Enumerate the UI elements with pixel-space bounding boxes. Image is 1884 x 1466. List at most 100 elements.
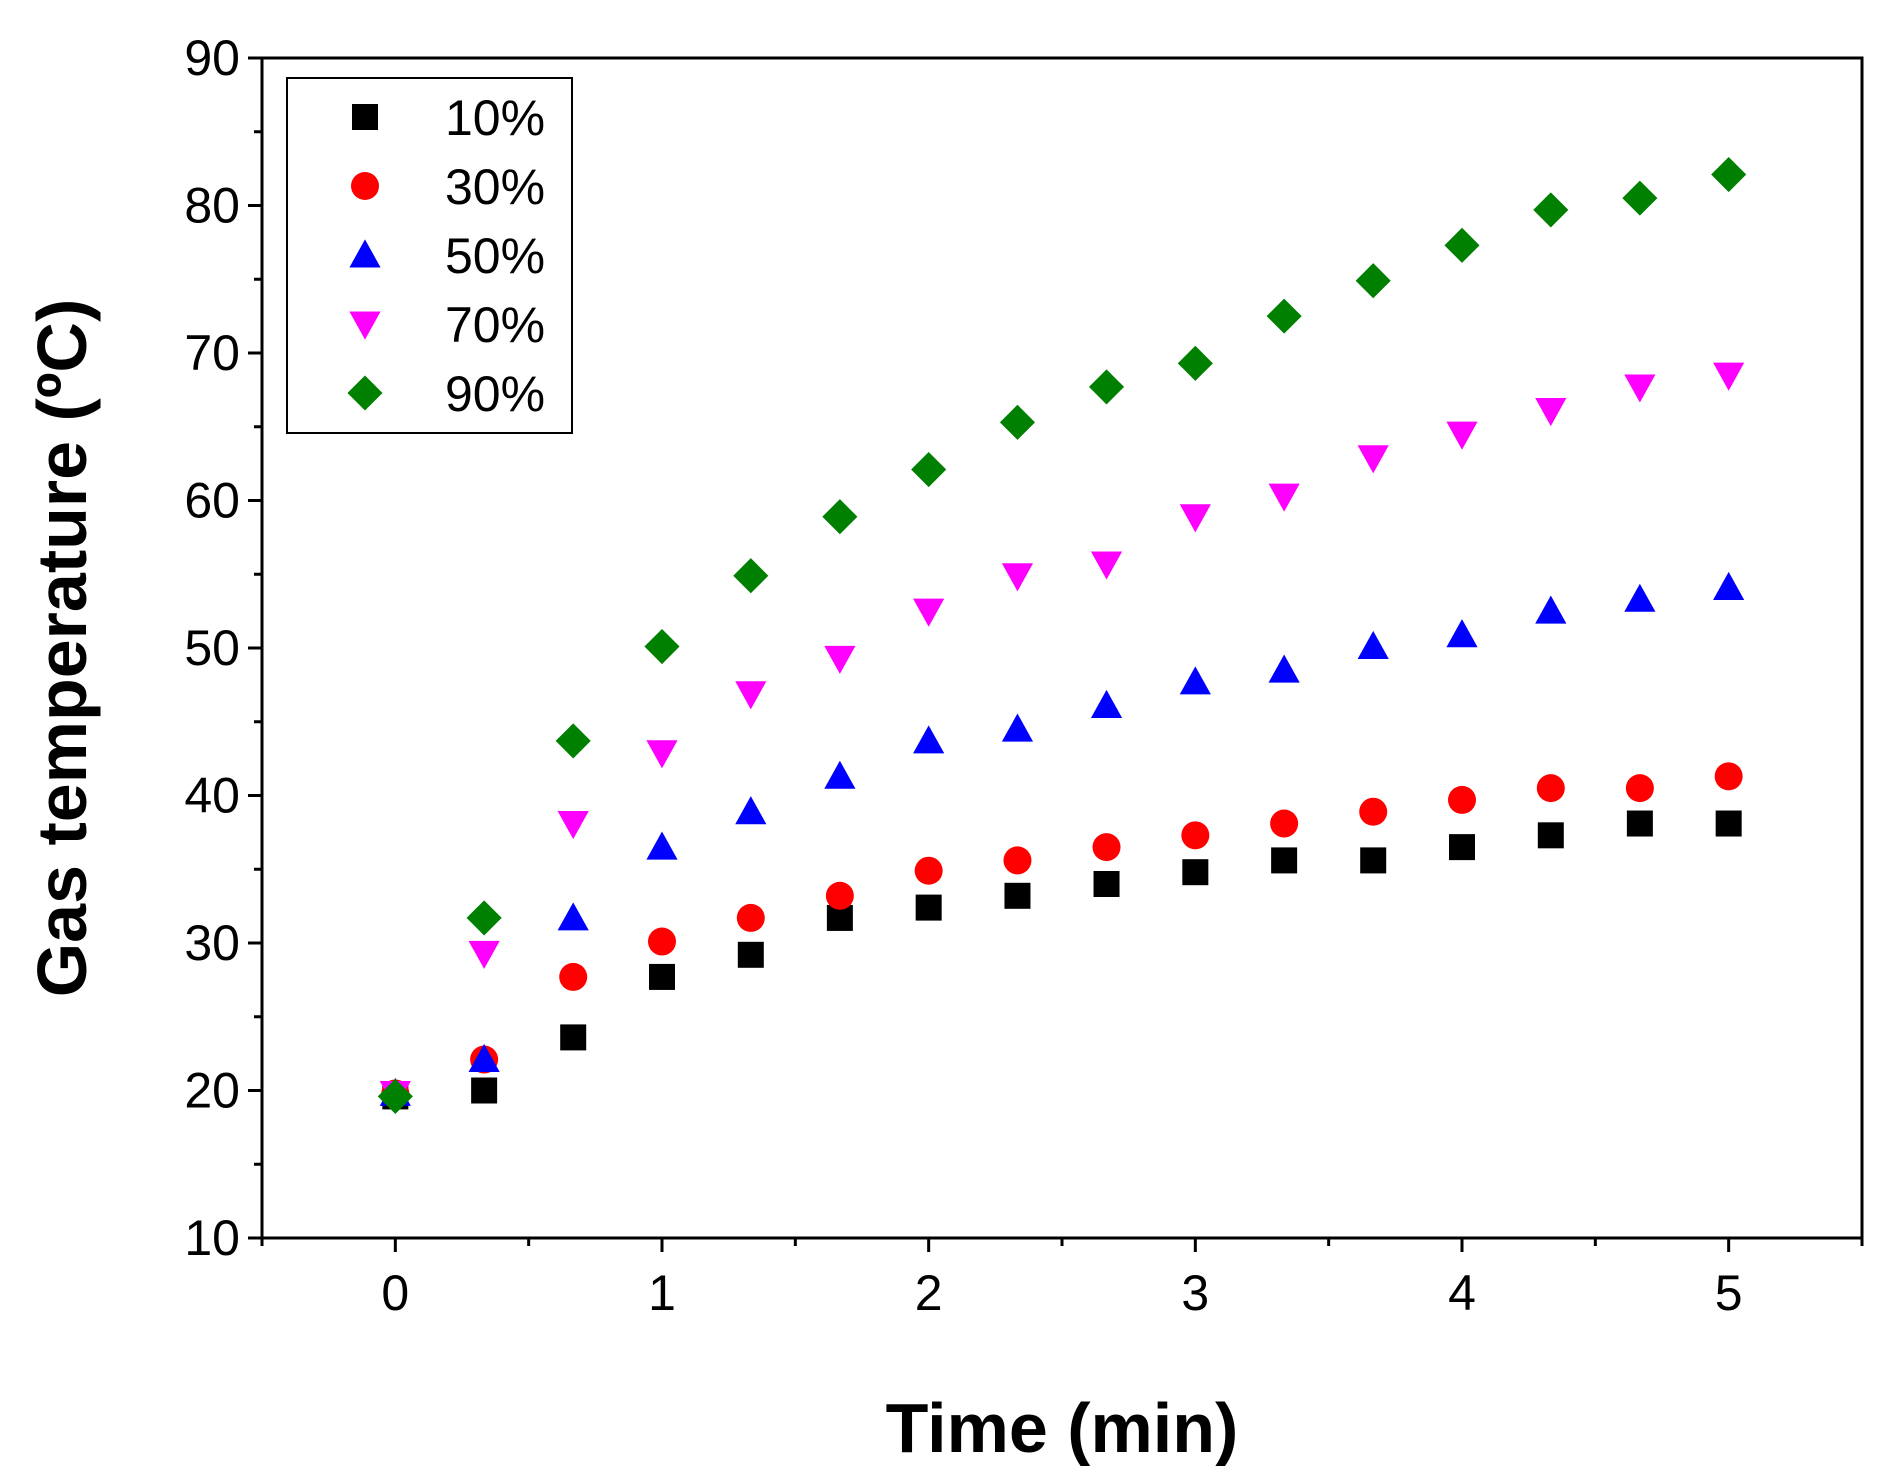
data-point [1714, 762, 1743, 791]
data-point [824, 760, 856, 789]
legend-marker [351, 172, 379, 200]
data-point [1181, 821, 1210, 850]
x-axis-title: Time (min) [886, 1389, 1239, 1466]
data-point [1271, 847, 1298, 874]
data-point [1357, 630, 1389, 660]
data-point [559, 962, 588, 991]
y-axis: 10 20 30 40 50 60 70 80 90 [184, 30, 262, 1266]
data-point [648, 927, 676, 956]
legend-label: 30% [445, 159, 545, 215]
data-point [913, 598, 945, 627]
series-90pct [377, 156, 1747, 1114]
data-point [733, 558, 769, 594]
data-point [1533, 192, 1569, 228]
y-tick-label: 10 [184, 1210, 240, 1266]
data-point [644, 628, 680, 665]
data-point [1711, 156, 1747, 193]
data-point [735, 796, 767, 825]
data-point [471, 1077, 498, 1104]
data-point [1001, 713, 1034, 742]
legend-box [286, 77, 573, 434]
data-point [735, 681, 767, 710]
legend-marker [347, 375, 383, 411]
x-tick-label: 0 [381, 1265, 409, 1321]
data-point [649, 963, 675, 990]
legend-label: 10% [445, 90, 545, 146]
y-tick-label: 60 [184, 473, 240, 529]
data-point [1003, 846, 1032, 875]
data-point [1715, 810, 1742, 837]
y-tick-label: 50 [184, 620, 240, 676]
data-point [1449, 834, 1475, 861]
data-point [1535, 595, 1567, 624]
data-point [1268, 654, 1300, 683]
data-point [1713, 571, 1745, 601]
data-point [1446, 619, 1478, 648]
data-point [468, 940, 500, 969]
data-point [1360, 847, 1387, 874]
data-point [1626, 810, 1653, 837]
x-tick-label: 1 [648, 1265, 676, 1321]
legend-label: 70% [445, 297, 545, 353]
data-point [737, 941, 764, 968]
x-tick-label: 5 [1715, 1265, 1743, 1321]
y-tick-label: 70 [184, 325, 240, 381]
legend-marker [349, 239, 381, 268]
data-point [1090, 689, 1123, 719]
data-point [1536, 774, 1565, 803]
data-point [1093, 871, 1120, 897]
data-point [646, 831, 678, 860]
data-point [1357, 445, 1389, 474]
x-tick-label: 3 [1181, 1265, 1209, 1321]
data-point [1625, 774, 1654, 803]
legend-label: 90% [445, 366, 545, 422]
data-point [1182, 859, 1209, 886]
data-point [1622, 180, 1658, 216]
data-point [1268, 483, 1300, 512]
data-point [1537, 822, 1564, 849]
data-point [1090, 551, 1123, 580]
data-point [1001, 563, 1034, 592]
series-70pct [379, 362, 1745, 1110]
x-tick-label: 2 [915, 1265, 943, 1321]
data-point [1713, 362, 1745, 391]
data-point [913, 725, 945, 754]
data-point [1179, 504, 1211, 533]
data-point [825, 881, 854, 910]
data-point [466, 900, 502, 936]
legend-label: 50% [445, 228, 545, 284]
data-point [1624, 583, 1656, 612]
data-point [377, 1078, 413, 1114]
legend: 10% 30% 50% 70% 90% [286, 77, 573, 434]
y-axis-title: Gas temperature (ºC) [23, 299, 101, 998]
data-point [1535, 398, 1567, 427]
data-point [915, 894, 942, 921]
x-axis: 0 1 2 3 4 5 [260, 1238, 1864, 1321]
data-markers [377, 156, 1747, 1114]
series-10pct [382, 810, 1742, 1110]
data-point [1448, 785, 1476, 814]
data-point [822, 499, 858, 535]
data-point [560, 1024, 587, 1051]
data-point [1004, 882, 1031, 909]
data-point [555, 723, 591, 759]
y-tick-label: 20 [184, 1063, 240, 1119]
data-point [914, 856, 943, 885]
data-point [1266, 298, 1302, 334]
data-point [736, 903, 765, 932]
data-point [557, 811, 589, 840]
x-tick-label: 4 [1448, 1265, 1476, 1321]
data-point [824, 645, 856, 674]
y-tick-label: 30 [184, 915, 240, 971]
data-point [557, 902, 589, 931]
data-point [1444, 227, 1480, 263]
data-point [1624, 374, 1656, 403]
data-point [1092, 833, 1121, 862]
data-point [1359, 797, 1388, 826]
data-point [1179, 666, 1211, 695]
y-tick-label: 40 [184, 768, 240, 824]
data-point [468, 1043, 500, 1073]
y-tick-label: 80 [184, 178, 240, 234]
data-point [1088, 369, 1125, 405]
